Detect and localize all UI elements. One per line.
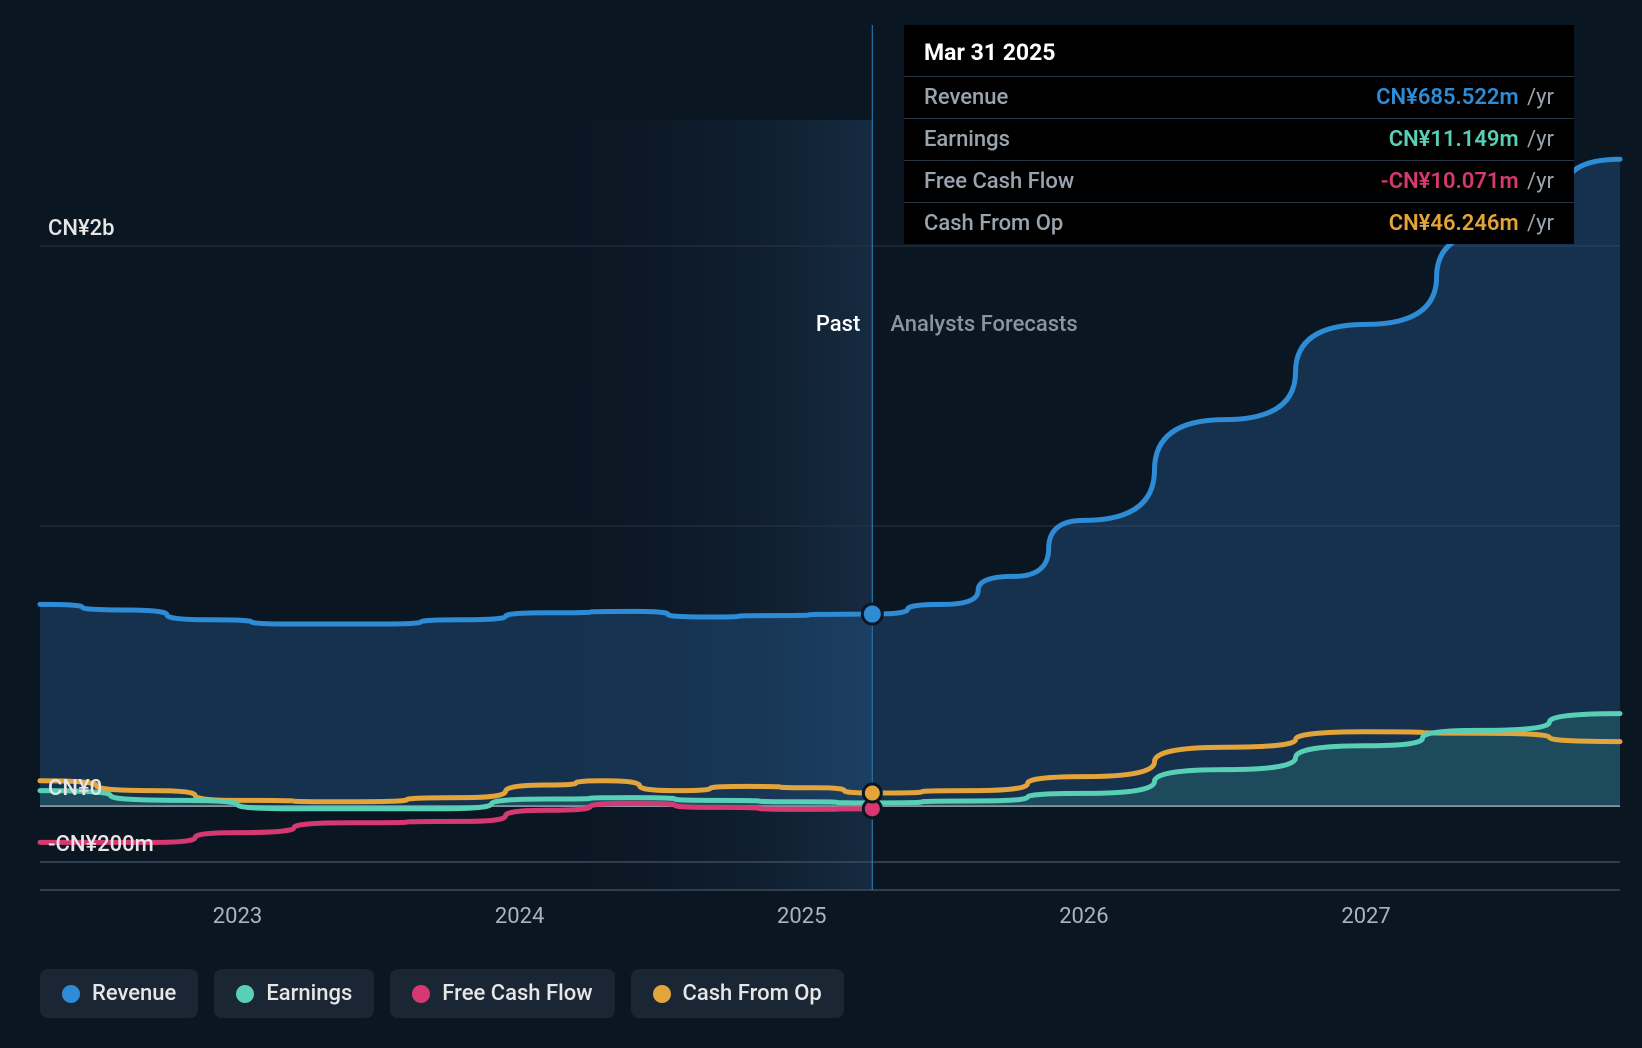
tooltip-row: Free Cash Flow -CN¥10.071m /yr: [904, 160, 1574, 202]
tooltip-row-value: CN¥11.149m: [1389, 127, 1519, 152]
x-tick-label: 2023: [213, 904, 262, 929]
legend-dot-icon: [62, 985, 80, 1003]
tooltip-row-value: CN¥685.522m: [1376, 85, 1518, 110]
tooltip-row-unit: /yr: [1522, 85, 1554, 110]
legend-label: Free Cash Flow: [442, 981, 592, 1006]
tooltip-row-label: Cash From Op: [924, 211, 1063, 236]
legend-label: Revenue: [92, 981, 176, 1006]
tooltip-row-label: Revenue: [924, 85, 1008, 110]
past-label: Past: [816, 312, 860, 337]
marker-cfo: [863, 784, 881, 802]
legend-item-cfo[interactable]: Cash From Op: [631, 969, 844, 1018]
marker-revenue: [862, 604, 882, 624]
tooltip-row-unit: /yr: [1522, 127, 1554, 152]
legend-label: Earnings: [266, 981, 352, 1006]
y-tick-label: CN¥2b: [48, 216, 115, 241]
tooltip-row-unit: /yr: [1522, 169, 1554, 194]
tooltip-row-label: Free Cash Flow: [924, 169, 1074, 194]
legend-dot-icon: [236, 985, 254, 1003]
tooltip-row-value: -CN¥10.071m: [1381, 169, 1519, 194]
tooltip-row-label: Earnings: [924, 127, 1010, 152]
legend-dot-icon: [653, 985, 671, 1003]
finance-chart: CN¥2b CN¥0 -CN¥200m 2023 2024 2025 2026 2027 P…: [0, 0, 1642, 1048]
x-tick-label: 2025: [777, 904, 826, 929]
tooltip-row: Cash From Op CN¥46.246m /yr: [904, 202, 1574, 244]
legend-item-earnings[interactable]: Earnings: [214, 969, 374, 1018]
y-tick-label: CN¥0: [48, 776, 102, 801]
tooltip-row: Earnings CN¥11.149m /yr: [904, 118, 1574, 160]
tooltip-date: Mar 31 2025: [904, 25, 1574, 76]
tooltip-row: Revenue CN¥685.522m /yr: [904, 76, 1574, 118]
x-tick-label: 2026: [1059, 904, 1108, 929]
chart-tooltip: Mar 31 2025 RevenueCN¥685.522m /yrEarnin…: [904, 25, 1574, 244]
tooltip-row-unit: /yr: [1522, 211, 1554, 236]
forecast-label: Analysts Forecasts: [890, 312, 1077, 337]
legend-dot-icon: [412, 985, 430, 1003]
chart-legend: Revenue Earnings Free Cash Flow Cash From O…: [40, 969, 844, 1018]
tooltip-row-value: CN¥46.246m: [1389, 211, 1519, 236]
y-tick-label: -CN¥200m: [48, 832, 154, 857]
legend-item-revenue[interactable]: Revenue: [40, 969, 198, 1018]
legend-item-fcf[interactable]: Free Cash Flow: [390, 969, 614, 1018]
x-tick-label: 2027: [1341, 904, 1390, 929]
x-tick-label: 2024: [495, 904, 544, 929]
legend-label: Cash From Op: [683, 981, 822, 1006]
